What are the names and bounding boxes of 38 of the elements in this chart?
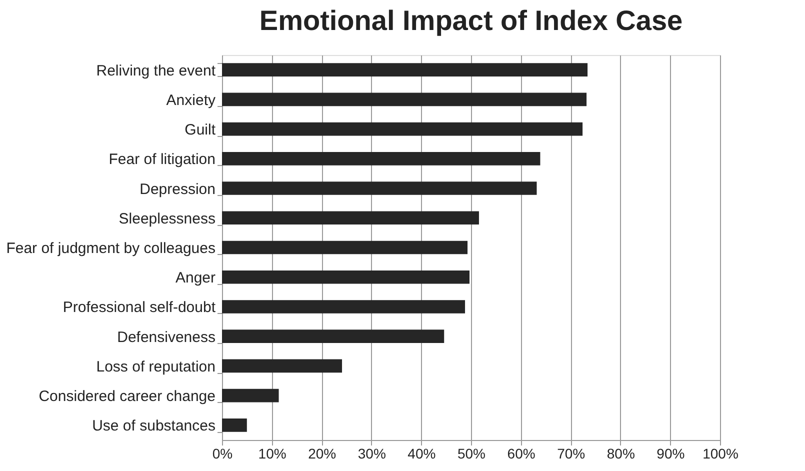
y-tick-label: Reliving the event bbox=[96, 62, 216, 80]
x-tick-label: 20% bbox=[308, 446, 336, 462]
bar bbox=[222, 270, 470, 284]
bar bbox=[222, 182, 537, 195]
y-tick-label: Depression bbox=[140, 180, 216, 198]
bar bbox=[222, 92, 587, 106]
x-tick-label: 50% bbox=[457, 446, 486, 462]
x-tick-label: 60% bbox=[507, 446, 536, 462]
y-tick-label: Loss of reputation bbox=[96, 358, 216, 376]
y-tick-label: Considered career change bbox=[38, 388, 216, 406]
y-tick-label: Use of substances bbox=[92, 418, 216, 435]
bar bbox=[222, 418, 247, 432]
bar bbox=[222, 359, 342, 373]
x-tick-label: 100% bbox=[702, 446, 738, 462]
bar bbox=[222, 63, 588, 76]
x-tick-label: 0% bbox=[212, 446, 233, 462]
x-tick-label: 30% bbox=[358, 446, 386, 462]
y-tick-label: Fear of litigation bbox=[108, 151, 216, 168]
bar bbox=[222, 300, 466, 314]
y-tick-label: Anxiety bbox=[166, 92, 216, 109]
y-tick-label: Anger bbox=[175, 270, 216, 287]
bar bbox=[222, 240, 468, 254]
x-tick-label: 40% bbox=[408, 446, 436, 462]
x-tick-label: 90% bbox=[656, 446, 685, 462]
x-tick-label: 80% bbox=[606, 446, 635, 462]
y-tick-label: Professional self-doubt bbox=[62, 299, 216, 316]
x-tick-label: 70% bbox=[557, 446, 586, 462]
bar bbox=[222, 211, 479, 225]
bar bbox=[222, 388, 279, 402]
x-tick-label: 10% bbox=[258, 446, 286, 462]
bar bbox=[222, 152, 540, 166]
y-tick-label: Sleeplessness bbox=[118, 210, 216, 228]
chart-title: Emotional Impact of Index Case bbox=[259, 5, 683, 36]
bar bbox=[222, 330, 444, 344]
y-tick-label: Defensiveness bbox=[117, 328, 216, 346]
y-tick-label: Fear of judgment by colleagues bbox=[6, 240, 216, 257]
bar bbox=[222, 122, 583, 136]
y-tick-label: Guilt bbox=[184, 122, 216, 139]
